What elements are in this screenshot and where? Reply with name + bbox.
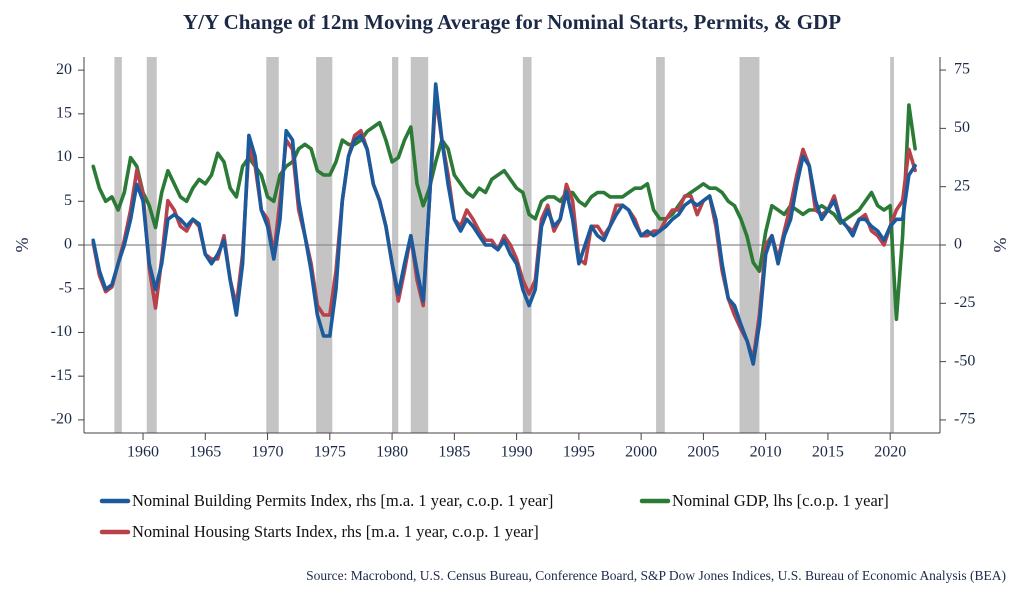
- y-axis-label: %: [12, 238, 32, 253]
- y2-tick-label: -25: [954, 294, 975, 311]
- y2-tick-label: 50: [954, 119, 970, 136]
- chart-title: Y/Y Change of 12m Moving Average for Nom…: [183, 10, 841, 34]
- x-tick-label: 1995: [563, 444, 595, 461]
- x-tick-label: 1975: [314, 444, 346, 461]
- x-tick-label: 2010: [750, 444, 782, 461]
- y2-tick-label: -75: [954, 411, 975, 428]
- y2-tick-label: 0: [954, 236, 962, 253]
- y2-tick-label: 75: [954, 61, 970, 78]
- y-tick-label: 15: [56, 105, 72, 122]
- y-tick-label: -5: [59, 279, 72, 296]
- x-tick-label: 2000: [625, 444, 657, 461]
- y-tick-label: -15: [51, 367, 72, 384]
- series-line: [91, 93, 917, 362]
- y-tick-label: 0: [64, 236, 72, 253]
- legend-label: Nominal Building Permits Index, rhs [m.a…: [132, 491, 553, 510]
- x-tick-label: 2020: [874, 444, 906, 461]
- series-line: [91, 103, 917, 322]
- x-tick-label: 1985: [438, 444, 470, 461]
- series-line: [91, 82, 917, 366]
- x-tick-label: 1990: [501, 444, 533, 461]
- x-tick-label: 1960: [127, 444, 159, 461]
- y2-axis-label: %: [990, 238, 1010, 253]
- y-tick-label: 10: [56, 148, 72, 165]
- x-tick-label: 1970: [252, 444, 284, 461]
- y2-tick-label: 25: [954, 177, 970, 194]
- source-note: Source: Macrobond, U.S. Census Bureau, C…: [306, 568, 1006, 583]
- y-tick-label: -10: [51, 323, 72, 340]
- x-tick-label: 1965: [189, 444, 221, 461]
- y-tick-label: 20: [56, 61, 72, 78]
- y2-tick-label: -50: [954, 352, 975, 369]
- legend-label: Nominal Housing Starts Index, rhs [m.a. …: [132, 522, 539, 541]
- y-tick-label: -20: [51, 411, 72, 428]
- legend-label: Nominal GDP, lhs [c.o.p. 1 year]: [672, 491, 889, 510]
- x-tick-label: 1980: [376, 444, 408, 461]
- x-tick-label: 2015: [812, 444, 844, 461]
- x-tick-label: 2005: [687, 444, 719, 461]
- y-tick-label: 5: [64, 192, 72, 209]
